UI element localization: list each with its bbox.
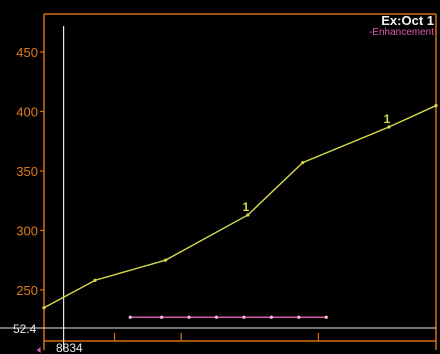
data-point-2 [93, 278, 97, 282]
data-point-4 [246, 213, 250, 217]
cursor-marker-icon [36, 347, 41, 353]
annotation-label-1: 1 [242, 200, 249, 214]
reference-point-8 [324, 315, 328, 319]
y-tick-label-450: 450 [16, 45, 38, 60]
axis-ticks: 450 400 350 300 250 [16, 45, 319, 341]
reference-point-4 [214, 315, 219, 319]
cursor-value-label: 8834 [56, 341, 83, 354]
reference-point-1 [128, 315, 132, 319]
reference-point-6 [269, 315, 273, 319]
y-tick-label-350: 350 [16, 164, 38, 179]
reference-point-3 [187, 315, 191, 319]
reference-point-5 [242, 315, 246, 319]
data-point-7 [434, 103, 438, 108]
data-point-5 [301, 161, 305, 165]
reference-point-7 [297, 315, 301, 319]
y-tick-label-300: 300 [16, 223, 38, 238]
y-tick-label-400: 400 [16, 105, 38, 120]
data-point-6 [387, 125, 391, 129]
annotation-label-2: 1 [384, 112, 391, 126]
plot-frame [0, 13, 437, 353]
annotations: 11 [242, 112, 390, 214]
data-point-3 [163, 258, 168, 262]
baseline-label: 52.4 [13, 322, 37, 336]
series-layer [42, 103, 438, 319]
legend-label: -Enhancement [369, 27, 434, 38]
reference-point-2 [160, 315, 164, 319]
data-point-1 [42, 306, 46, 310]
y-tick-label-250: 250 [16, 283, 38, 298]
chart-title: Ex:Oct 1 [381, 13, 434, 28]
